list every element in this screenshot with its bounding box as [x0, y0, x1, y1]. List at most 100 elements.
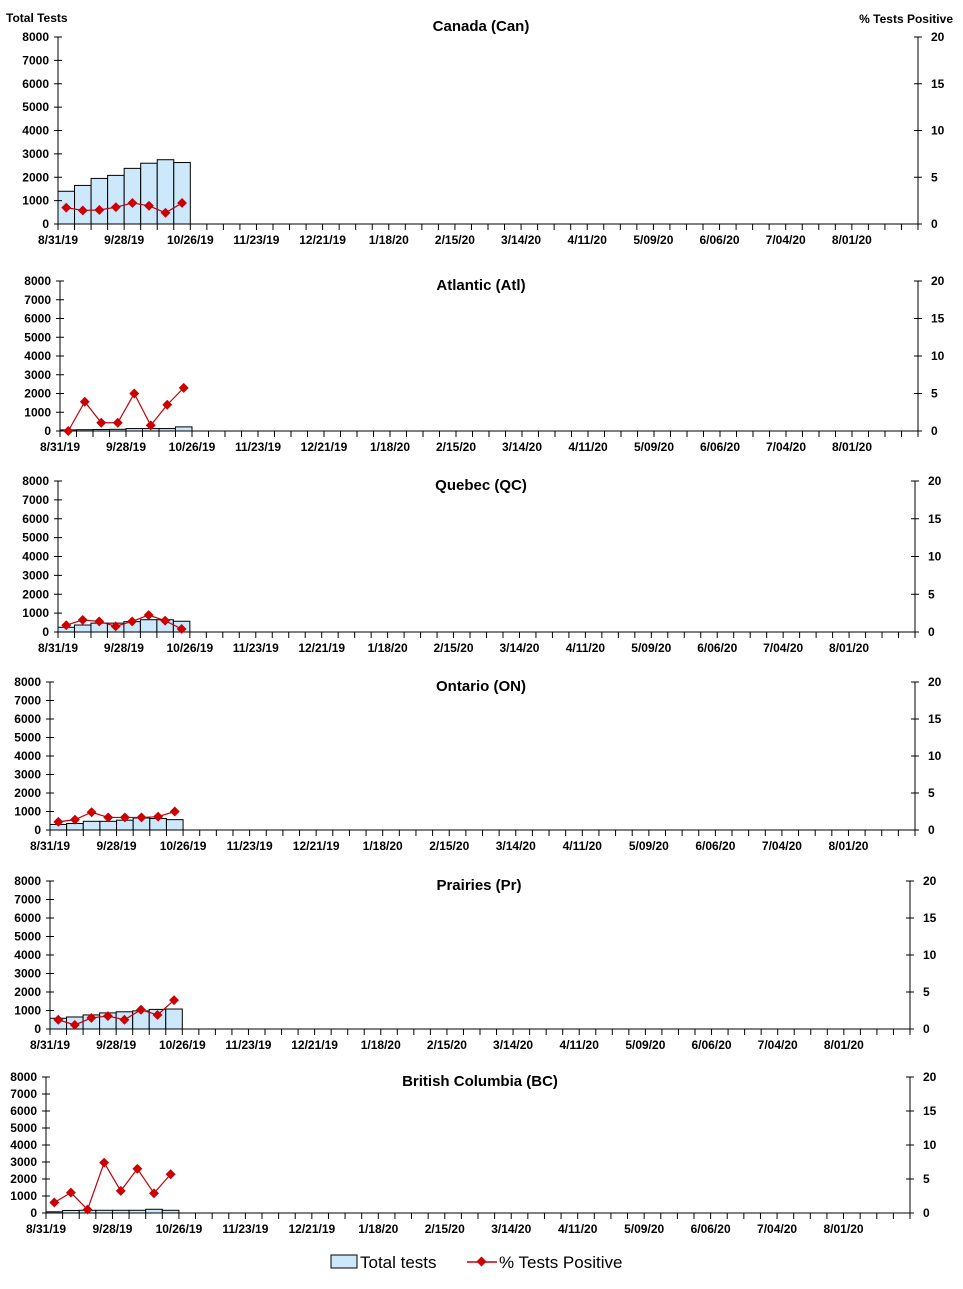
x-tick-label: 3/14/20	[502, 440, 542, 454]
point-pct-positive	[169, 995, 179, 1006]
right-tick-label: 5	[931, 170, 938, 184]
left-tick-label: 1000	[14, 805, 41, 819]
point-pct-positive	[160, 207, 171, 218]
x-tick-label: 12/21/19	[301, 440, 348, 454]
left-tick-label: 4000	[22, 124, 49, 138]
point-pct-positive	[169, 806, 180, 817]
x-tick-label: 5/09/20	[629, 839, 669, 853]
right-tick-label: 20	[928, 675, 942, 689]
bar-total-tests	[123, 167, 142, 225]
right-tick-label: 10	[931, 124, 945, 138]
point-pct-positive	[70, 814, 80, 825]
x-tick-label: 7/04/20	[758, 1038, 798, 1052]
left-tick-label: 1000	[22, 606, 49, 620]
left-tick-label: 4000	[14, 749, 41, 763]
right-tick-label: 15	[923, 911, 937, 925]
x-tick-label: 11/23/19	[233, 641, 279, 655]
left-tick-label: 0	[44, 424, 51, 438]
left-tick-label: 7000	[10, 1087, 37, 1101]
x-tick-label: 12/21/19	[291, 1038, 338, 1052]
left-tick-label: 0	[34, 1022, 41, 1036]
left-tick-label: 6000	[22, 512, 49, 526]
x-tick-label: 4/11/20	[558, 1222, 598, 1236]
point-pct-positive	[153, 811, 164, 822]
x-tick-label: 9/28/19	[97, 839, 137, 853]
point-pct-positive	[119, 812, 130, 823]
point-pct-positive	[94, 205, 105, 215]
x-tick-label: 12/21/19	[299, 233, 346, 247]
point-pct-positive	[115, 1185, 126, 1196]
line-pct-positive	[67, 387, 185, 432]
x-tick-label: 8/31/19	[38, 641, 78, 655]
left-tick-label: 4000	[14, 948, 41, 962]
left-tick-label: 7000	[14, 694, 41, 708]
x-tick-label: 8/01/20	[828, 839, 868, 853]
x-tick-label: 5/09/20	[631, 641, 671, 655]
left-tick-label: 8000	[14, 675, 41, 689]
x-tick-label: 4/11/20	[563, 839, 603, 853]
right-tick-label: 10	[931, 349, 945, 363]
right-tick-label: 20	[923, 874, 937, 888]
x-tick-label: 7/04/20	[766, 440, 806, 454]
left-tick-label: 8000	[22, 474, 49, 488]
panel-title-prairies: Prairies (Pr)	[436, 877, 521, 894]
panel-3: 0 1000 2000 3000 4000 5000 6000 7000 8000 0 5 10 15 2…	[14, 675, 941, 853]
left-tick-label: 4000	[24, 349, 51, 363]
left-axis-label: Total Tests	[6, 11, 68, 25]
x-tick-label: 9/28/19	[104, 641, 144, 655]
left-tick-label: 7000	[22, 493, 49, 507]
right-axis-label: % Tests Positive	[859, 12, 953, 26]
point-pct-positive	[112, 417, 123, 428]
legend-diamond-icon	[476, 1256, 487, 1267]
left-tick-label: 3000	[24, 368, 51, 382]
x-tick-label: 8/01/20	[832, 233, 872, 247]
point-pct-positive	[136, 812, 147, 823]
right-tick-label: 0	[923, 1206, 930, 1220]
line-pct-positive	[54, 1161, 172, 1211]
point-pct-positive	[165, 1169, 176, 1180]
left-tick-label: 0	[42, 625, 49, 639]
x-tick-label: 5/09/20	[633, 233, 673, 247]
right-tick-label: 15	[923, 1104, 937, 1118]
point-pct-positive	[94, 616, 105, 627]
x-tick-label: 3/14/20	[491, 1222, 531, 1236]
x-tick-label: 2/15/20	[427, 1038, 467, 1052]
right-tick-label: 0	[928, 823, 935, 837]
x-tick-label: 6/06/20	[691, 1222, 731, 1236]
point-pct-positive	[102, 1011, 113, 1021]
right-tick-label: 20	[928, 474, 942, 488]
bar-total-tests	[99, 820, 118, 831]
x-tick-label: 1/18/20	[368, 641, 408, 655]
point-pct-positive	[144, 200, 154, 211]
x-tick-label: 6/06/20	[700, 233, 740, 247]
x-tick-label: 6/06/20	[695, 839, 735, 853]
x-tick-label: 6/06/20	[700, 440, 740, 454]
x-tick-label: 2/15/20	[429, 839, 469, 853]
x-tick-label: 2/15/20	[436, 440, 476, 454]
left-tick-label: 6000	[10, 1104, 37, 1118]
left-tick-label: 2000	[22, 170, 49, 184]
point-pct-positive	[65, 1187, 76, 1198]
panel-1: 0 1000 2000 3000 4000 5000 6000 7000 8000 0 5 10 15 2…	[24, 274, 944, 454]
x-tick-label: 11/23/19	[222, 1222, 268, 1236]
x-tick-label: 5/09/20	[624, 1222, 664, 1236]
point-pct-positive	[127, 616, 138, 627]
x-tick-label: 1/18/20	[369, 233, 409, 247]
point-pct-positive	[145, 420, 156, 431]
right-tick-label: 15	[931, 77, 945, 91]
left-tick-label: 0	[30, 1206, 37, 1220]
point-pct-positive	[103, 812, 114, 823]
right-tick-label: 15	[928, 712, 942, 726]
x-tick-label: 8/31/19	[30, 839, 70, 853]
x-tick-label: 12/21/19	[293, 839, 340, 853]
point-pct-positive	[82, 1204, 93, 1215]
left-tick-label: 5000	[22, 100, 49, 114]
point-pct-positive	[49, 1197, 60, 1208]
x-tick-label: 11/23/19	[235, 440, 281, 454]
x-tick-label: 11/23/19	[225, 1038, 271, 1052]
left-tick-label: 6000	[22, 77, 49, 91]
left-tick-label: 1000	[22, 194, 49, 208]
right-tick-label: 0	[931, 424, 938, 438]
x-tick-label: 8/01/20	[824, 1222, 864, 1236]
point-pct-positive	[132, 1163, 143, 1174]
